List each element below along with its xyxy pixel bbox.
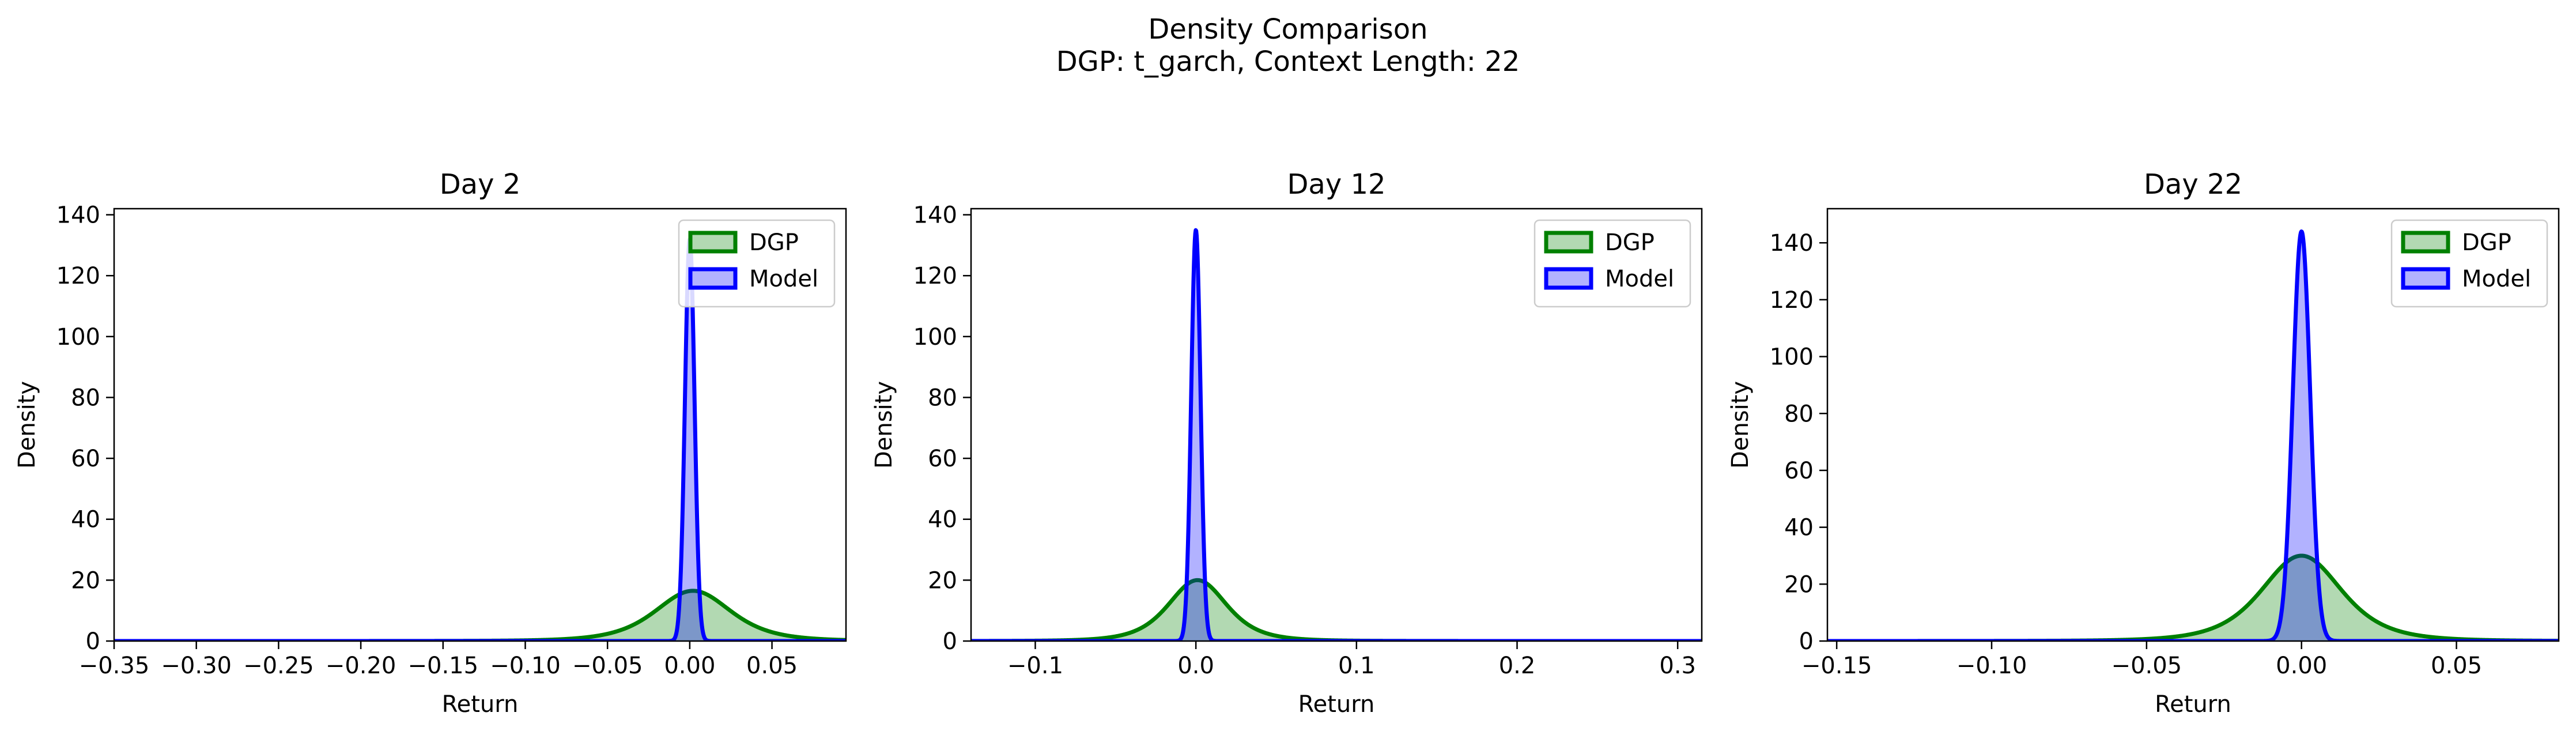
model-legend-swatch	[1544, 267, 1593, 290]
subplot-title: Day 22	[2144, 168, 2242, 201]
axes-frame	[1826, 208, 2560, 642]
y-tick-label: 0	[1799, 628, 1814, 655]
model-legend-swatch	[2401, 267, 2450, 290]
x-tick-label: 0.3	[1659, 653, 1696, 679]
dgp-legend-label: DGP	[749, 229, 799, 256]
dgp-legend-swatch	[2401, 231, 2450, 254]
x-tick-label: −0.10	[490, 653, 561, 679]
model-legend-swatch	[688, 267, 738, 290]
y-tick-label: 20	[71, 567, 100, 594]
x-axis-label: Return	[2155, 691, 2231, 718]
y-tick-label: 100	[913, 324, 957, 350]
legend: DGP Model	[678, 219, 836, 308]
axes-frame	[113, 208, 847, 642]
x-axis-label: Return	[1298, 691, 1375, 718]
x-tick-label: −0.05	[572, 653, 643, 679]
x-axis-label: Return	[442, 691, 519, 718]
y-tick-label: 120	[1770, 287, 1814, 314]
x-tick-label: −0.15	[1801, 653, 1872, 679]
y-tick-label: 40	[71, 507, 100, 533]
y-tick-label: 20	[928, 567, 957, 594]
subplot-title: Day 2	[440, 168, 521, 201]
y-tick-label: 40	[928, 507, 957, 533]
legend: DGP Model	[1533, 219, 1691, 308]
dgp-legend-label: DGP	[2462, 229, 2511, 256]
x-tick-label: 0.0	[1177, 653, 1214, 679]
y-tick-label: 0	[943, 628, 957, 655]
dgp-density-line	[971, 578, 1702, 641]
y-tick-label: 100	[1770, 344, 1814, 371]
x-tick-label: −0.20	[326, 653, 396, 679]
figure-title: Density Comparison	[1148, 13, 1428, 46]
subplot-2: −0.1 0.0 0.1 0.2 0.3 0 20 40 60 80 100 120 140 Day 12…	[871, 168, 1703, 718]
dgp-area-fill	[971, 580, 1702, 641]
dgp-legend-swatch	[1544, 231, 1593, 254]
x-tick-label: 0.00	[2276, 653, 2327, 679]
axes-frame	[970, 208, 1703, 642]
dgp-legend-label: DGP	[1605, 229, 1655, 256]
y-tick-label: 100	[56, 324, 100, 350]
legend: DGP Model	[2390, 219, 2548, 308]
x-tick-label: −0.10	[1956, 653, 2027, 679]
x-tick-label: 0.1	[1338, 653, 1375, 679]
dgp-density-line	[1827, 553, 2559, 641]
y-tick-label: 140	[913, 202, 957, 229]
y-tick-label: 80	[1784, 401, 1814, 427]
dgp-legend-swatch	[688, 231, 738, 254]
x-tick-label: −0.1	[1007, 653, 1063, 679]
x-tick-label: −0.15	[407, 653, 478, 679]
x-tick-label: 0.00	[664, 653, 715, 679]
model-legend-label: Model	[749, 266, 818, 292]
y-tick-label: 40	[1784, 515, 1814, 541]
y-tick-label: 120	[913, 263, 957, 289]
y-tick-label: 60	[71, 446, 100, 472]
subplot-title: Day 12	[1287, 168, 1385, 201]
y-tick-label: 20	[1784, 571, 1814, 598]
figure-subtitle: DGP: t_garch, Context Length: 22	[1056, 46, 1520, 78]
y-tick-label: 140	[56, 202, 100, 229]
x-tick-label: −0.35	[79, 653, 150, 679]
subplot-1: −0.35 −0.30 −0.25 −0.20 −0.15 −0.10 −0.05 0.00 0…	[14, 168, 847, 718]
y-axis-label: Density	[14, 381, 40, 469]
y-tick-label: 80	[71, 385, 100, 411]
x-tick-label: 0.2	[1499, 653, 1536, 679]
y-axis-label: Density	[871, 381, 897, 469]
y-tick-label: 80	[928, 385, 957, 411]
dgp-area-fill	[114, 590, 846, 641]
model-legend-label: Model	[2462, 266, 2531, 292]
y-tick-label: 60	[1784, 458, 1814, 484]
model-legend-label: Model	[1605, 266, 1674, 292]
y-axis-label: Density	[1727, 381, 1754, 469]
x-tick-label: 0.05	[746, 653, 798, 679]
x-tick-label: −0.30	[161, 653, 232, 679]
y-tick-label: 140	[1770, 230, 1814, 257]
y-tick-label: 120	[56, 263, 100, 289]
x-tick-label: −0.05	[2112, 653, 2182, 679]
x-tick-label: 0.05	[2431, 653, 2482, 679]
subplot-3: −0.15 −0.10 −0.05 0.00 0.05 0 20 40 60 80 100 120 14…	[1727, 168, 2560, 718]
dgp-area-fill	[1827, 555, 2559, 641]
y-tick-label: 0	[86, 628, 100, 655]
x-tick-label: −0.25	[243, 653, 314, 679]
y-tick-label: 60	[928, 446, 957, 472]
